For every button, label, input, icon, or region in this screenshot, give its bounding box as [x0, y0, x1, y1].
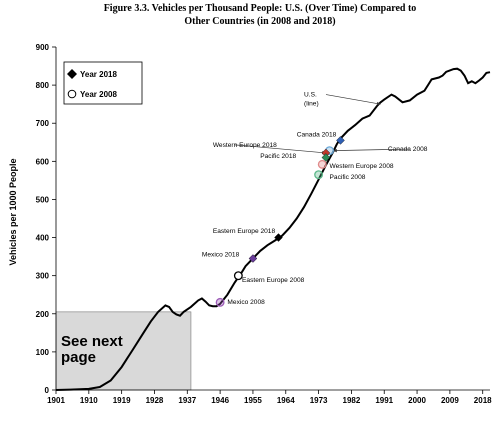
annotations: U.S. (line) Canada 2018 Canada 2008 Western …	[202, 92, 428, 306]
annotation-mexico-2008: Mexico 2008	[227, 299, 265, 306]
marker-western-europe-2008	[317, 159, 327, 169]
legend-label-2018: Year 2018	[80, 70, 117, 79]
x-tick-label: 1901	[47, 396, 65, 405]
axes: 0 100 200 300 400 500 600 700 800 900 1901 1910 1919…	[36, 43, 493, 405]
annotation-eastern-europe-2018: Eastern Europe 2018	[213, 228, 276, 235]
x-tick-label: 1946	[211, 396, 229, 405]
marker-pacific-2018	[321, 153, 331, 162]
y-tick-label: 200	[36, 310, 50, 319]
x-tick-label: 2000	[408, 396, 426, 405]
x-tick-label: 1937	[178, 396, 196, 405]
y-tick-label: 0	[45, 386, 50, 395]
legend-box	[63, 61, 143, 105]
y-tick-label: 500	[36, 195, 50, 204]
x-tick-label: 1955	[244, 396, 262, 405]
shaded-region-box	[55, 311, 192, 391]
marker-eastern-europe-2018	[274, 233, 283, 242]
y-axis-label: Vehicles per 1000 People	[8, 158, 18, 265]
marker-mexico-2008	[215, 297, 225, 307]
annotation-u-s-line: (line)	[304, 101, 319, 108]
annotation-arrow-canada-2008	[333, 148, 410, 152]
annotation-pacific-2018: Pacific 2018	[260, 153, 296, 160]
y-tick-label: 600	[36, 157, 50, 166]
annotation-arrowhead-u-s-line	[376, 101, 381, 106]
legend-diamond-icon	[67, 69, 77, 79]
marker-pacific-2008	[314, 170, 324, 180]
x-tick-label: 1964	[277, 396, 295, 405]
x-tick-label: 1910	[80, 396, 98, 405]
annotation-u-s-line: U.S.	[304, 92, 317, 99]
marker-eastern-europe-2008	[233, 271, 243, 281]
annotation-canada-2008: Canada 2008	[388, 146, 428, 153]
annotation-eastern-europe-2008: Eastern Europe 2008	[242, 277, 305, 284]
annotation-arrow-u-s-line	[325, 94, 381, 105]
annotation-pacific-2008: Pacific 2008	[330, 174, 366, 181]
marker-canada-2018	[336, 136, 345, 145]
chart-title-line-2: Other Countries (in 2008 and 2018)	[184, 16, 335, 27]
x-tick-label: 1928	[146, 396, 164, 405]
shaded-region-label: See next	[61, 333, 123, 350]
y-tick-label: 900	[36, 43, 50, 52]
x-tick-label: 2009	[441, 396, 459, 405]
annotation-western-europe-2018: Western Europe 2018	[213, 142, 277, 149]
x-tick-label: 1982	[343, 396, 361, 405]
chart-title-line-1: Figure 3.3. Vehicles per Thousand People…	[104, 3, 417, 14]
y-tick-label: 800	[36, 81, 50, 90]
legend-label-2008: Year 2008	[80, 90, 117, 99]
y-tick-label: 400	[36, 234, 50, 243]
marker-mexico-2018	[248, 254, 258, 263]
y-tick-label: 300	[36, 272, 50, 281]
annotation-arrow-western-europe-2018	[234, 144, 326, 154]
legend-circle-icon	[67, 89, 77, 99]
data-markers	[215, 136, 345, 307]
x-tick-label: 1973	[310, 396, 328, 405]
shaded-region-label: page	[61, 349, 96, 366]
annotation-mexico-2018: Mexico 2018	[202, 252, 240, 259]
y-tick-label: 100	[36, 348, 50, 357]
x-tick-label: 2018	[474, 396, 492, 405]
annotation-canada-2018: Canada 2018	[297, 132, 337, 139]
series-line-us	[55, 67, 491, 391]
annotation-arrowhead-canada-2008	[333, 148, 337, 153]
y-tick-label: 700	[36, 119, 50, 128]
legend: Year 2018 Year 2008	[63, 61, 143, 105]
x-tick-label: 1991	[375, 396, 393, 405]
x-tick-label: 1919	[113, 396, 131, 405]
annotation-western-europe-2008: Western Europe 2008	[330, 163, 394, 170]
